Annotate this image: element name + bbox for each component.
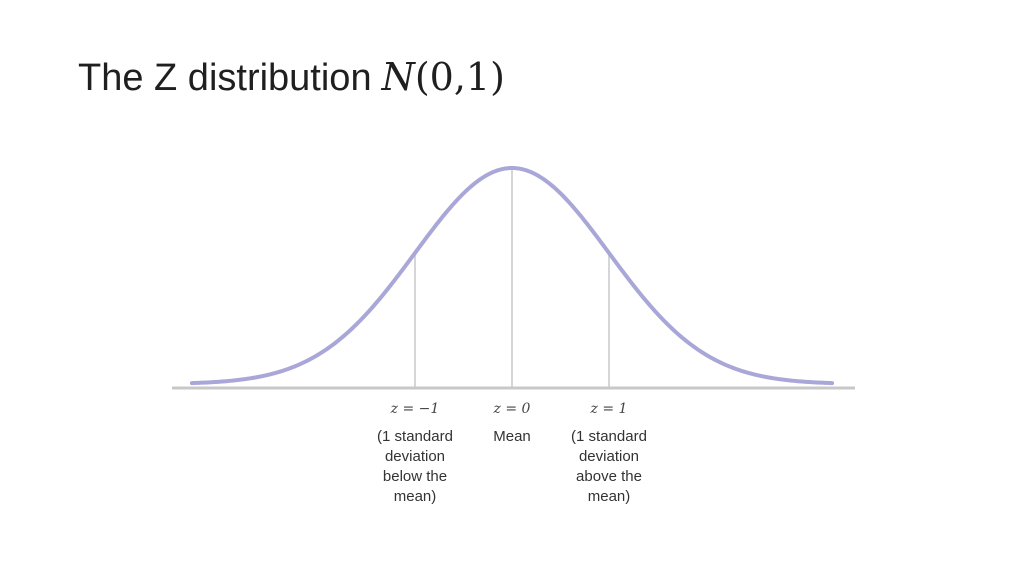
z-label-1: z = 0	[493, 401, 531, 417]
normal-curve	[189, 165, 835, 386]
marker-labels: z = −1 (1 standard deviation below the mean)…	[377, 401, 647, 505]
marker-description-0-line-0: (1 standard	[377, 428, 453, 445]
marker-description-1-line-0: Mean	[493, 428, 531, 445]
marker-description-0-line-3: mean)	[394, 488, 437, 505]
title-math-args: (0,1)	[414, 55, 505, 99]
title-math: N(0,1)	[382, 55, 505, 99]
z-label-0: z = −1	[390, 401, 440, 417]
marker-description-2-line-2: above the	[576, 468, 642, 485]
marker-lines	[414, 168, 610, 388]
title-text: The Z distribution	[78, 57, 372, 99]
marker-description-2-line-3: mean)	[588, 488, 631, 505]
slide-title: The Z distribution N(0,1)	[78, 58, 505, 97]
marker-description-0-line-1: deviation	[385, 448, 445, 465]
marker-description-2-line-0: (1 standard	[571, 428, 647, 445]
z-label-2: z = 1	[590, 401, 628, 417]
marker-description-0-line-2: below the	[383, 468, 447, 485]
marker-description-2-line-1: deviation	[579, 448, 639, 465]
title-math-symbol: N	[381, 55, 415, 99]
